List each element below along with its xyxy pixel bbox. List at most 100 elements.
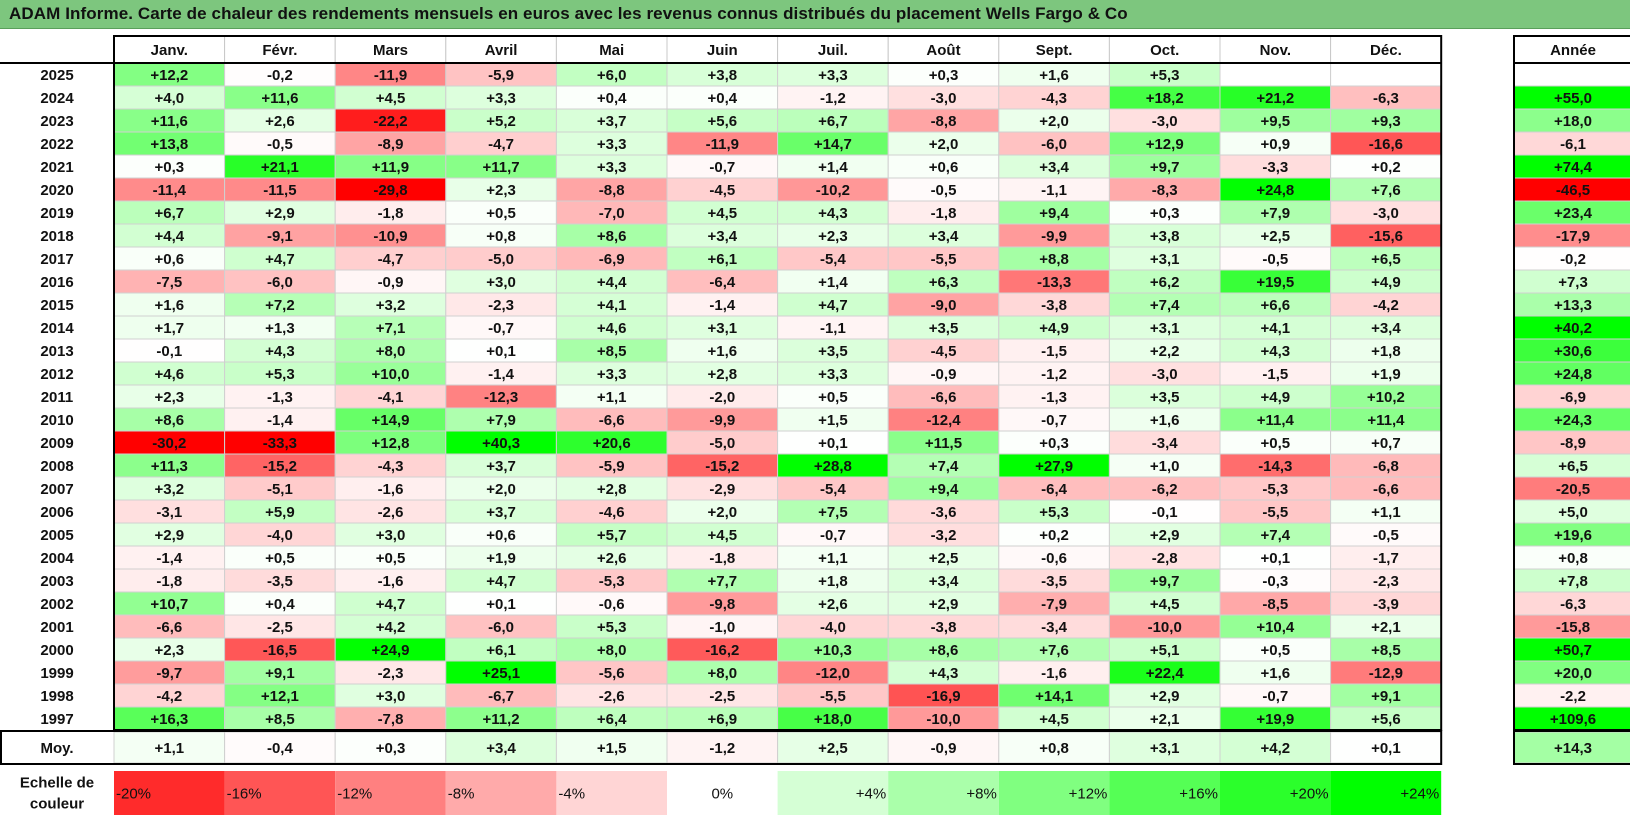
cell-value: -6,8 — [1373, 458, 1399, 475]
cell-value: +25,1 — [482, 665, 520, 682]
cell-value: +6,7 — [154, 205, 184, 222]
row-year-label: 2016 — [40, 274, 73, 291]
annual-value: +30,6 — [1554, 343, 1592, 360]
cell-value: -1,8 — [709, 550, 735, 567]
average-annual-value: +14,3 — [1554, 740, 1592, 757]
cell-value: +2,1 — [1371, 619, 1401, 636]
average-row-border — [0, 730, 1443, 765]
cell-value: +11,2 — [483, 711, 520, 728]
cell-value: +1,9 — [1371, 366, 1401, 383]
cell-value: -12,0 — [816, 665, 850, 682]
cell-value: +24,9 — [372, 642, 410, 659]
cell-value: -1,8 — [156, 573, 182, 590]
cell-value: +0,1 — [486, 596, 516, 613]
average-cell — [1219, 731, 1332, 764]
cell-value: -3,9 — [1373, 596, 1399, 613]
cell-value: -4,6 — [599, 504, 625, 521]
cell-value: +0,8 — [486, 228, 516, 245]
color-scale-stop-label: -16% — [227, 786, 262, 803]
row-year-label: 2004 — [40, 550, 74, 567]
cell-value: -9,9 — [709, 412, 735, 429]
color-scale-stop-label: -8% — [448, 786, 475, 803]
cell-value: -5,5 — [931, 251, 957, 268]
cell-value: -2,6 — [378, 504, 404, 521]
color-scale-swatch — [667, 771, 778, 815]
cell-value: -1,5 — [1041, 343, 1067, 360]
cell-value: +11,4 — [1367, 412, 1405, 429]
cell-value: +10,2 — [1367, 389, 1405, 406]
cell-value: +0,2 — [1371, 159, 1401, 176]
cell-value: +40,3 — [482, 435, 520, 452]
cell-value: +1,1 — [1371, 504, 1401, 521]
cell-value: +12,2 — [150, 67, 188, 84]
column-header-label: Janv. — [151, 42, 188, 59]
cell-value: -4,2 — [1373, 297, 1399, 314]
report-banner: ADAM Informe. Carte de chaleur des rende… — [0, 0, 1630, 29]
color-scale-stop-label: +8% — [966, 786, 996, 803]
annual-value: +18,0 — [1554, 113, 1592, 130]
cell-value: +4,4 — [154, 228, 184, 245]
cell-value: -11,4 — [153, 182, 187, 199]
cell-value: +1,8 — [818, 573, 848, 590]
cell-value: +0,5 — [376, 550, 406, 567]
cell-value: -4,0 — [267, 527, 293, 544]
column-header-label: Mars — [373, 42, 408, 59]
chart-title: ADAM Informe. Carte de chaleur des rende… — [9, 4, 1128, 23]
cell-value: +4,7 — [818, 297, 848, 314]
cell-value: -3,0 — [931, 90, 957, 107]
cell-value: -4,3 — [378, 458, 404, 475]
annual-value: +109,6 — [1550, 711, 1596, 728]
cell-value: -1,2 — [820, 90, 846, 107]
color-scale-swatch — [445, 771, 557, 815]
cell-value: +2,6 — [818, 596, 848, 613]
annual-value: -17,9 — [1556, 228, 1590, 245]
cell-value: +3,3 — [597, 159, 627, 176]
cell-value: +11,9 — [372, 159, 409, 176]
cell-value: -3,8 — [1041, 297, 1067, 314]
cell-value: +0,5 — [265, 550, 295, 567]
cell-value: +12,1 — [261, 688, 299, 705]
cell-value: +5,1 — [1150, 642, 1180, 659]
cell-value: +4,9 — [1260, 389, 1290, 406]
color-scale-stop-label: +12% — [1069, 786, 1108, 803]
average-value: +1,1 — [154, 740, 184, 757]
cell-value: +7,6 — [1371, 182, 1401, 199]
cell-value: +1,6 — [154, 297, 184, 314]
cell-value: -16,5 — [263, 642, 297, 659]
row-year-label: 2005 — [40, 527, 73, 544]
annual-value: -46,5 — [1556, 182, 1590, 199]
cell-value: +0,3 — [1150, 205, 1180, 222]
cell-value: +5,6 — [1371, 711, 1401, 728]
cell-value: +19,9 — [1256, 711, 1294, 728]
cell-value: +9,7 — [1150, 159, 1180, 176]
cell-value: +3,2 — [376, 297, 406, 314]
cell-value: +9,1 — [265, 665, 295, 682]
cell-value: +1,6 — [1150, 412, 1180, 429]
row-year-label: 2022 — [40, 136, 73, 153]
cell-value: +7,2 — [265, 297, 295, 314]
cell-value: -2,3 — [488, 297, 514, 314]
cell-value: -2,9 — [709, 481, 735, 498]
cell-value: -29,8 — [373, 182, 407, 199]
average-value: +1,5 — [597, 740, 627, 757]
cell-value: -3,0 — [1152, 366, 1178, 383]
row-year-label: 2003 — [40, 573, 73, 590]
cell-value: +1,6 — [1039, 67, 1069, 84]
cell-value: +4,3 — [1260, 343, 1290, 360]
cell-value: +3,1 — [1150, 320, 1180, 337]
annual-value: +6,5 — [1558, 458, 1588, 475]
cell-value: -0,5 — [931, 182, 957, 199]
annual-value: -0,2 — [1560, 251, 1586, 268]
cell-value: +0,6 — [154, 251, 184, 268]
row-year-label: 2007 — [40, 481, 73, 498]
cell-value: +3,8 — [707, 67, 737, 84]
cell-value: +4,7 — [486, 573, 516, 590]
cell-value: -11,9 — [374, 67, 407, 84]
color-scale-stop-label: +4% — [856, 786, 886, 803]
column-header-label: Mai — [599, 42, 624, 59]
cell-value: -5,5 — [1262, 504, 1288, 521]
cell-value: +2,3 — [154, 642, 184, 659]
cell-value: +21,1 — [261, 159, 299, 176]
annual-value: -15,8 — [1556, 619, 1590, 636]
